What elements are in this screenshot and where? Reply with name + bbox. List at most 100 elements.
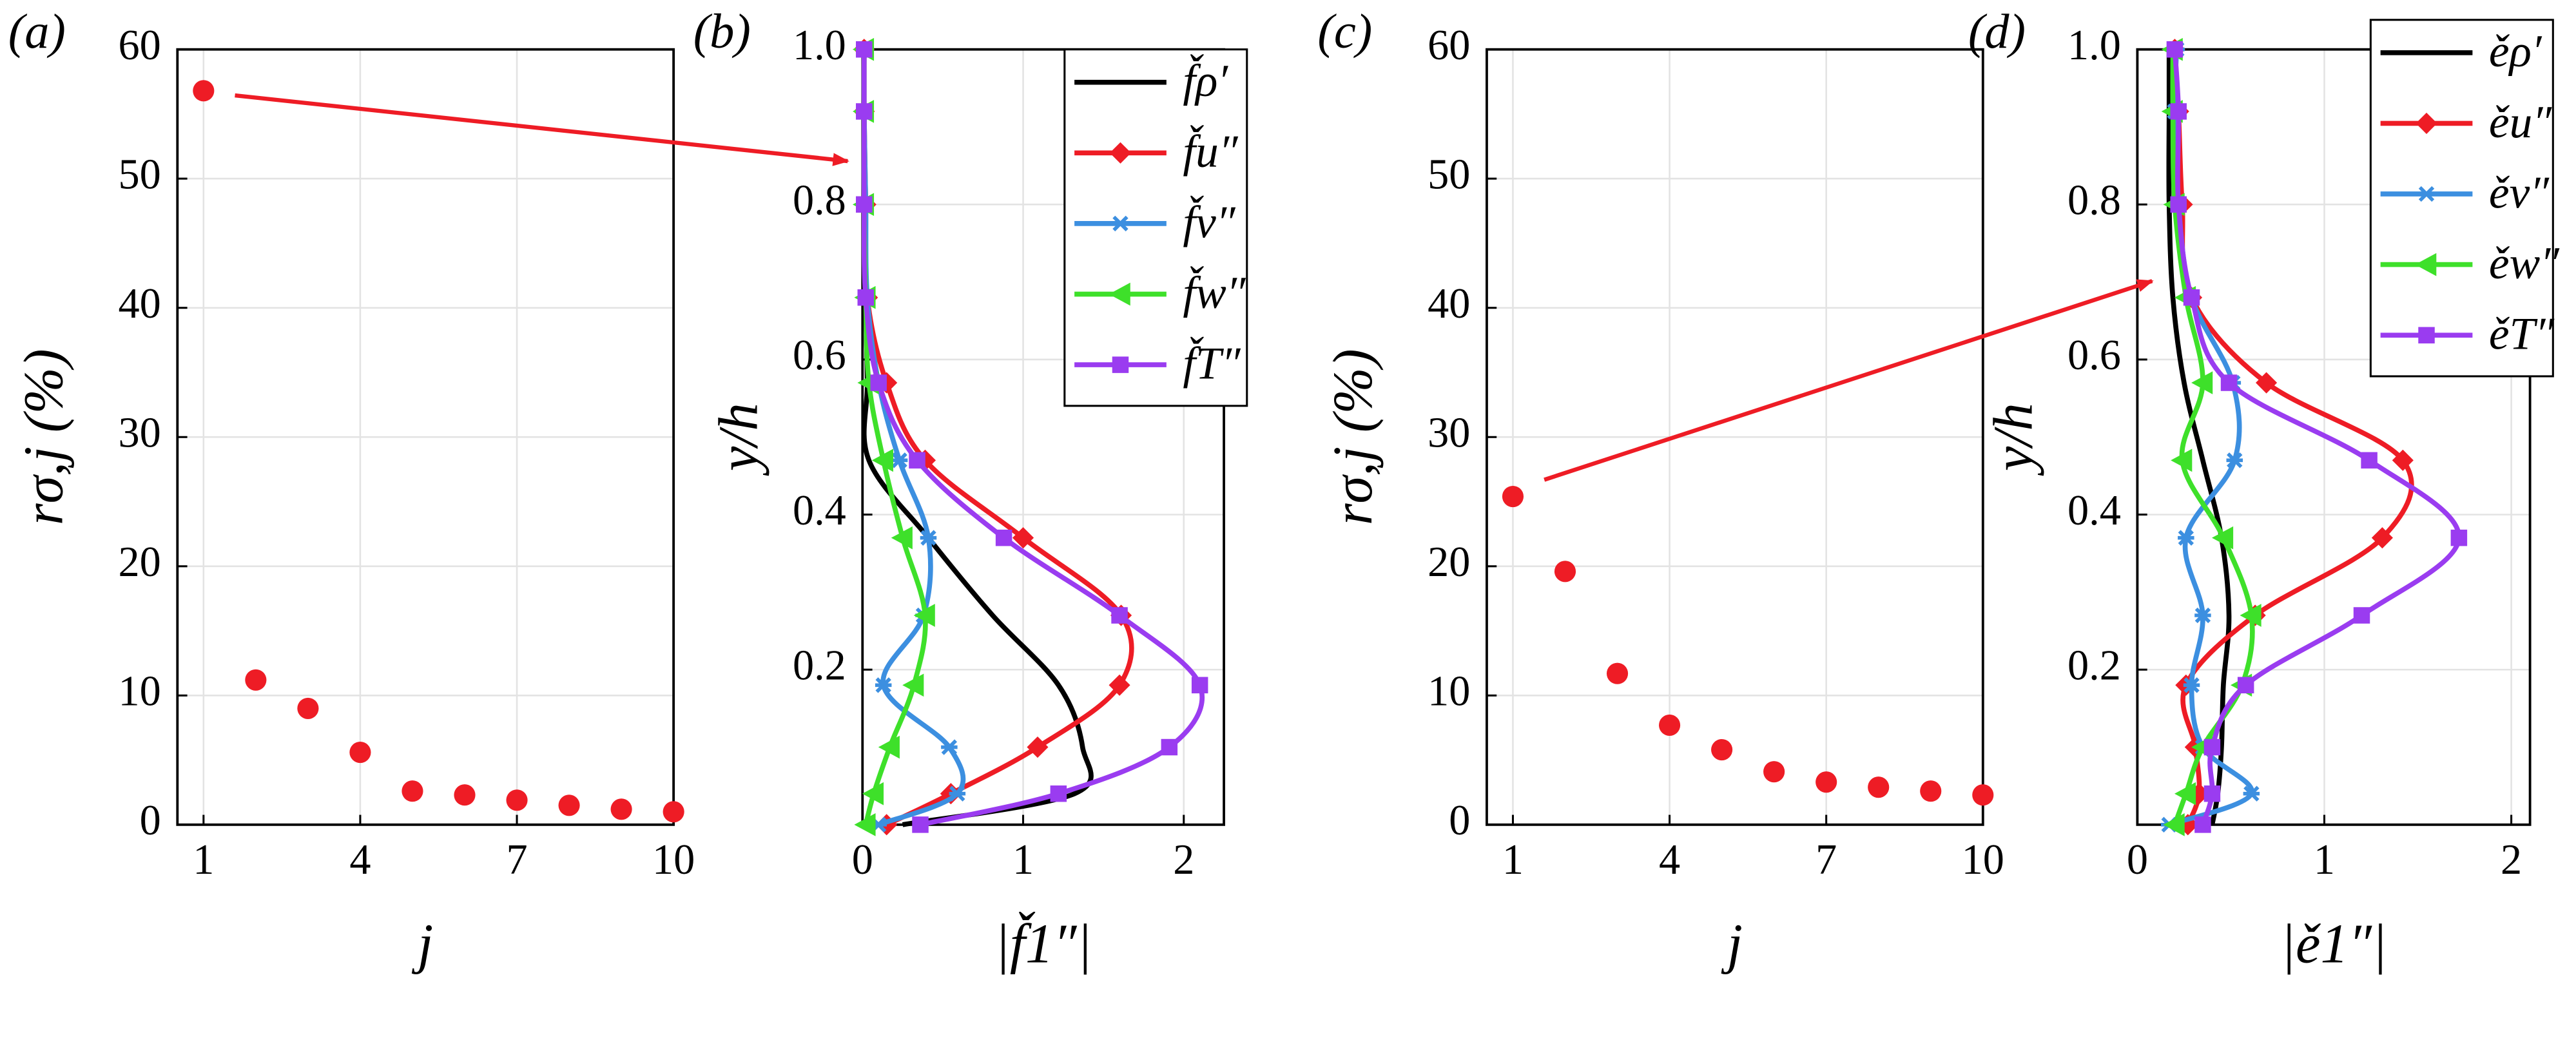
legend-label: ěw″: [2489, 238, 2560, 289]
y-tick-label: 0: [140, 797, 161, 844]
marker: [2371, 527, 2394, 549]
marker: [2174, 782, 2196, 805]
x-tick-label: 7: [1816, 836, 1837, 883]
arrow: [1544, 279, 2154, 482]
marker: [1191, 677, 1208, 694]
plot-frame: [1486, 48, 1984, 826]
y-tick-label: 0.4: [793, 487, 846, 534]
marker: [913, 604, 935, 627]
legend-label: ěT″: [2489, 309, 2555, 360]
y-tick-label: 10: [1428, 668, 1470, 715]
panel-label: (b): [693, 4, 751, 59]
marker: [995, 529, 1012, 546]
marker: [902, 673, 924, 697]
marker: [1050, 785, 1067, 802]
legend-label: f̌w″: [1183, 266, 1246, 318]
point: [506, 789, 528, 811]
marker: [920, 530, 937, 546]
y-tick-label: 0.6: [2068, 332, 2121, 379]
marker: [891, 526, 913, 550]
y-axis-label: y/h: [708, 403, 770, 476]
y-tick-label: 20: [1428, 539, 1470, 586]
legend-label: ěv″: [2489, 167, 2550, 218]
x-tick-label: 2: [2501, 836, 2522, 883]
arrow: [235, 93, 849, 166]
marker: [949, 785, 966, 802]
y-tick-label: 0: [1449, 797, 1470, 844]
marker: [2171, 448, 2193, 472]
legend-marker: [1112, 215, 1129, 232]
legend-marker: [1112, 356, 1129, 373]
point: [1763, 761, 1785, 783]
x-tick-label: 7: [506, 836, 527, 883]
y-axis-label: rσ,j (%): [1322, 349, 1384, 525]
point: [454, 784, 476, 806]
marker: [2243, 785, 2260, 802]
point: [1868, 776, 1890, 798]
x-tick-label: 1: [2314, 836, 2335, 883]
y-axis-label: y/h: [1982, 403, 2044, 476]
legend-box: [2369, 19, 2554, 378]
y-tick-label: 30: [1428, 409, 1470, 456]
marker: [2237, 677, 2254, 694]
legend-label: f̌v″: [1183, 195, 1235, 247]
legend-marker: [1109, 282, 1130, 306]
marker: [1111, 607, 1128, 624]
x-tick-label: 4: [349, 836, 371, 883]
legend-label: f̌ρ′: [1183, 54, 1228, 106]
marker: [2191, 371, 2213, 394]
point: [1502, 485, 1524, 508]
point: [1606, 662, 1629, 684]
legend-label: ěρ′: [2489, 26, 2542, 77]
legend-box: [1063, 48, 1248, 407]
y-tick-label: 40: [1428, 280, 1470, 327]
x-axis-label: j: [411, 912, 433, 974]
point: [1920, 780, 1942, 802]
y-axis-label: rσ,j (%): [12, 349, 74, 525]
point: [1711, 738, 1733, 761]
point: [1658, 714, 1681, 737]
plot-frame: [2136, 48, 2532, 826]
panel-label: (c): [1317, 4, 1372, 59]
x-axis-label: |ě1″|: [2280, 912, 2387, 974]
marker: [856, 196, 873, 213]
marker: [2194, 816, 2211, 833]
x-tick-label: 1: [1502, 836, 1524, 883]
y-tick-label: 50: [1428, 151, 1470, 198]
marker: [912, 816, 929, 833]
marker: [2353, 607, 2370, 624]
y-tick-label: 0.8: [793, 177, 846, 224]
y-tick-label: 0.8: [2068, 177, 2121, 224]
marker: [2203, 738, 2221, 756]
x-tick-label: 10: [1962, 836, 2004, 883]
marker: [2170, 196, 2187, 213]
series-line: [2170, 49, 2255, 826]
marker: [854, 813, 876, 836]
x-tick-label: 1: [1012, 836, 1034, 883]
point: [297, 697, 319, 719]
marker: [2211, 526, 2234, 550]
y-tick-label: 30: [119, 409, 161, 456]
marker: [2450, 529, 2468, 546]
marker: [2392, 449, 2414, 471]
y-tick-label: 60: [119, 22, 161, 69]
point: [558, 794, 580, 816]
x-axis-label: j: [1721, 912, 1743, 974]
marker: [2226, 452, 2243, 468]
marker: [1012, 527, 1034, 549]
legend-marker: [2416, 112, 2437, 134]
y-tick-label: 60: [1428, 22, 1470, 69]
marker: [2183, 289, 2200, 306]
marker: [857, 289, 875, 306]
marker: [856, 103, 873, 120]
y-tick-label: 40: [119, 280, 161, 327]
marker: [2170, 103, 2187, 120]
marker: [871, 448, 893, 472]
x-axis-label: |f̌1″|: [994, 911, 1092, 974]
marker: [856, 41, 873, 58]
panel-label: (d): [1968, 4, 2026, 59]
marker: [2203, 785, 2221, 802]
point: [245, 669, 267, 691]
